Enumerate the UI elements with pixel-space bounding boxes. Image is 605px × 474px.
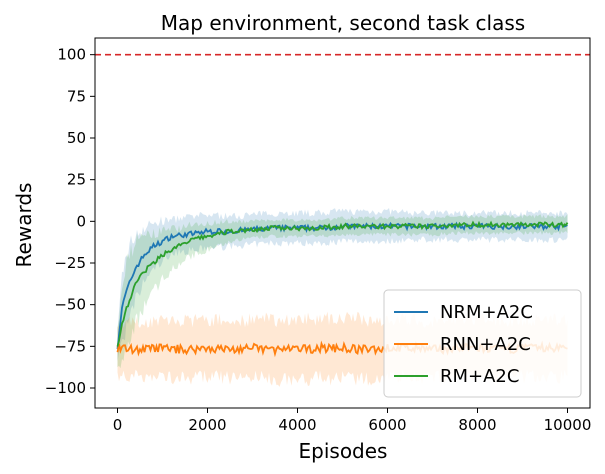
y-tick-label-2: 50 [67, 129, 86, 147]
legend-label-3: RM+A2C [440, 366, 519, 387]
y-tick-label-3: 25 [67, 171, 86, 189]
x-tick-label-3: 6000 [368, 416, 406, 434]
legend-label-1: NRM+A2C [440, 302, 533, 323]
y-tick-label-1: 75 [67, 87, 86, 105]
series-line-3 [116, 220, 569, 347]
legend-box [383, 289, 582, 398]
x-tick-label-0: 0 [113, 416, 123, 434]
y-tick-label-8: −100 [45, 379, 86, 397]
axes: 0 2000 4000 6000 8000 10000 100 75 50 25 0 −25 −50 −7… [45, 37, 592, 434]
y-tick-label-0: 100 [57, 46, 86, 64]
legend: NRM+A2C RNN+A2C RM+A2C [383, 289, 582, 398]
x-tick-label-1: 2000 [188, 416, 226, 434]
x-tick-label-2: 4000 [278, 416, 316, 434]
y-tick-label-7: −75 [54, 337, 86, 355]
x-axis-label: Episodes [299, 439, 388, 463]
chart-title: Map environment, second task class [161, 11, 525, 35]
y-axis-label: Rewards [12, 183, 36, 268]
y-tick-label-5: −25 [54, 254, 86, 272]
plot-frame [94, 37, 591, 409]
legend-label-2: RNN+A2C [440, 334, 531, 355]
y-tick-label-6: −50 [54, 296, 86, 314]
x-tick-label-4: 8000 [458, 416, 496, 434]
y-tick-label-4: 0 [76, 212, 86, 230]
confidence-band-3 [117, 214, 568, 369]
x-tick-label-5: 10000 [544, 416, 592, 434]
